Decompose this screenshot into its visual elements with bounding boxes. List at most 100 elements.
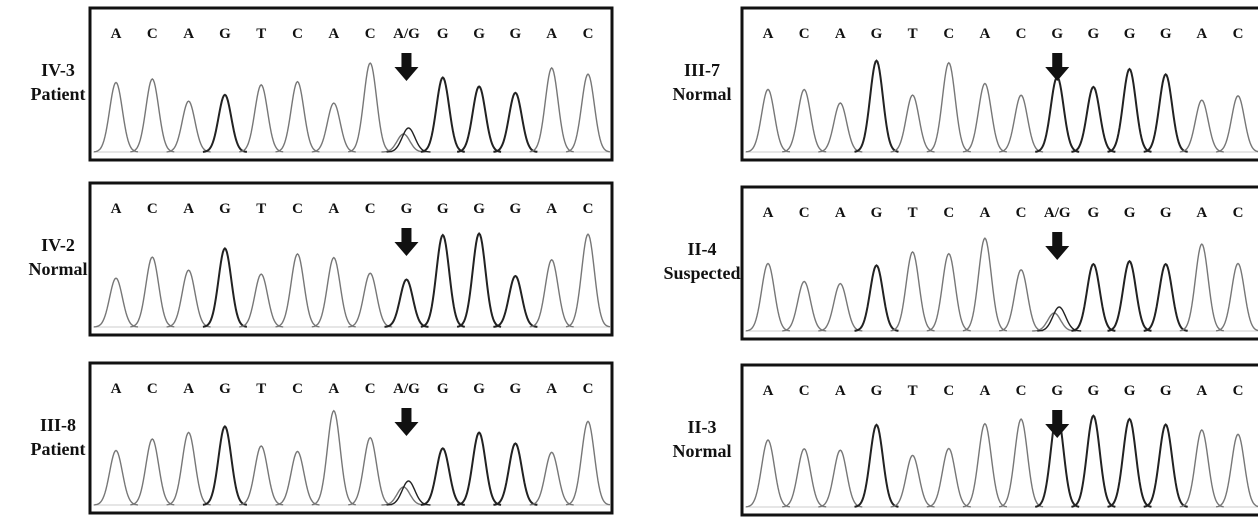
trace-peak — [1032, 313, 1076, 331]
panel: II-4SuspectedACAGTCACA/GGGGAC — [663, 187, 1258, 339]
trace-peak — [421, 78, 465, 152]
base-call: C — [583, 26, 594, 42]
trace-peak — [963, 238, 1007, 331]
trace-peak — [1216, 96, 1258, 152]
base-call: C — [583, 381, 594, 397]
trace-peak — [312, 411, 356, 505]
base-call: C — [365, 201, 376, 217]
base-call: A — [111, 201, 122, 217]
chromatogram-frame — [742, 365, 1258, 515]
trace-peak — [457, 433, 501, 505]
trace-peak — [999, 270, 1043, 331]
base-call: T — [256, 201, 266, 217]
base-call: G — [437, 26, 449, 42]
trace-peak — [1180, 244, 1224, 331]
base-call: C — [1016, 205, 1027, 221]
trace-peak — [1144, 74, 1188, 151]
trace-peak — [130, 439, 174, 505]
base-call: A — [1196, 26, 1207, 42]
base-call: G — [1051, 26, 1063, 42]
mutation-arrow — [394, 408, 418, 436]
base-call: A — [183, 381, 194, 397]
trace-peak — [493, 444, 537, 505]
base-call: C — [943, 383, 954, 399]
base-call: G — [401, 201, 413, 217]
base-call: A — [183, 26, 194, 42]
base-call: C — [147, 201, 158, 217]
base-call: G — [871, 205, 883, 221]
trace-peak — [94, 83, 138, 152]
base-call: C — [292, 381, 303, 397]
base-call: A — [111, 381, 122, 397]
trace-peak — [1071, 87, 1115, 152]
sample-id: II-3 — [687, 417, 716, 437]
trace-peak — [1144, 264, 1188, 331]
base-call: C — [365, 26, 376, 42]
trace-peak — [348, 273, 392, 327]
sample-status: Normal — [673, 84, 732, 104]
base-call: G — [1051, 383, 1063, 399]
trace-peak — [203, 426, 247, 504]
trace-peak — [239, 274, 283, 327]
trace-peak — [239, 85, 283, 152]
trace-peak — [999, 419, 1043, 507]
base-call: C — [1233, 383, 1244, 399]
trace-peak — [927, 254, 971, 331]
trace-peak — [818, 450, 862, 507]
trace-peak — [1108, 69, 1152, 152]
trace-peak — [746, 440, 790, 507]
base-call: A/G — [393, 381, 420, 397]
base-call: A — [763, 383, 774, 399]
base-call: T — [908, 383, 918, 399]
trace-peak — [203, 95, 247, 152]
base-call: G — [219, 201, 231, 217]
trace-peak — [782, 449, 826, 507]
base-call: T — [908, 26, 918, 42]
chromatogram-frame — [742, 8, 1258, 160]
base-call: G — [437, 201, 449, 217]
base-call: G — [1088, 205, 1100, 221]
trace-peak — [963, 84, 1007, 152]
base-call: C — [147, 381, 158, 397]
trace-peak — [1144, 425, 1188, 507]
base-call: G — [1124, 383, 1136, 399]
base-call: G — [437, 381, 449, 397]
mutation-arrow — [1045, 232, 1069, 260]
trace-peak — [1035, 77, 1079, 152]
trace-peak — [746, 89, 790, 151]
base-call: T — [256, 26, 266, 42]
mutation-arrow — [1045, 53, 1069, 81]
trace-peak — [276, 82, 320, 152]
trace-peak — [1180, 100, 1224, 152]
base-call: C — [943, 26, 954, 42]
trace-peak — [94, 451, 138, 505]
trace-peak — [493, 93, 537, 152]
base-call: G — [510, 201, 522, 217]
base-call: G — [1124, 205, 1136, 221]
base-call: A — [835, 26, 846, 42]
trace-peak — [312, 103, 356, 152]
base-call: C — [943, 205, 954, 221]
trace-peak — [530, 260, 574, 327]
base-call: C — [583, 201, 594, 217]
sample-status: Patient — [31, 84, 86, 104]
trace-peak — [1108, 261, 1152, 331]
sample-id: IV-2 — [41, 235, 75, 255]
trace-peak — [312, 258, 356, 327]
base-call: C — [1233, 205, 1244, 221]
trace-peak — [94, 278, 138, 327]
base-call: C — [1233, 26, 1244, 42]
base-call: C — [292, 201, 303, 217]
trace-peak — [421, 448, 465, 505]
base-call: A — [980, 205, 991, 221]
sample-status: Normal — [29, 259, 88, 279]
base-call: A — [980, 26, 991, 42]
trace-peak — [891, 252, 935, 331]
trace-peak — [855, 425, 899, 507]
base-call: A — [328, 381, 339, 397]
base-call: C — [147, 26, 158, 42]
trace-peak — [566, 421, 610, 504]
trace-peak — [1180, 430, 1224, 507]
base-call: G — [510, 381, 522, 397]
